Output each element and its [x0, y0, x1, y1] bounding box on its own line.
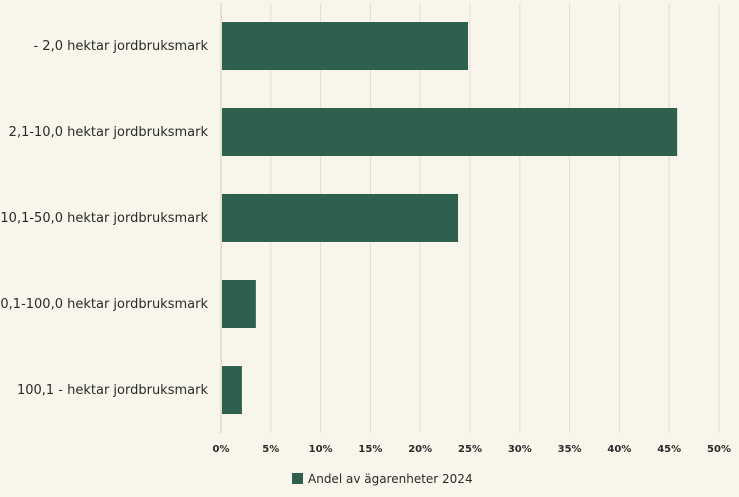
legend: Andel av ägarenheter 2024	[292, 472, 473, 486]
category-labels: - 2,0 hektar jordbruksmark 2,1-10,0 hekta…	[0, 39, 208, 398]
category-label: - 2,0 hektar jordbruksmark	[33, 39, 208, 54]
legend-swatch	[292, 473, 303, 484]
bar	[222, 108, 678, 156]
x-tick-label: 5%	[262, 444, 279, 455]
x-tick-label: 45%	[657, 444, 681, 455]
x-tick-label: 25%	[458, 444, 482, 455]
category-label: 100,1 - hektar jordbruksmark	[17, 383, 209, 398]
x-tick-label: 30%	[508, 444, 532, 455]
x-tick-label: 15%	[358, 444, 382, 455]
category-label: 2,1-10,0 hektar jordbruksmark	[9, 125, 209, 140]
bar	[222, 366, 242, 414]
bar	[222, 22, 469, 70]
x-tick-label: 20%	[408, 444, 432, 455]
x-tick-label: 10%	[309, 444, 333, 455]
x-tick-label: 50%	[707, 444, 731, 455]
legend-label: Andel av ägarenheter 2024	[308, 472, 473, 486]
category-label: 10,1-50,0 hektar jordbruksmark	[0, 211, 208, 226]
x-tick-label: 0%	[213, 444, 230, 455]
bar	[222, 194, 459, 242]
x-tick-label: 40%	[607, 444, 631, 455]
x-tick-label: 35%	[558, 444, 582, 455]
bar	[222, 280, 256, 328]
category-label: 50,1-100,0 hektar jordbruksmark	[0, 297, 208, 312]
bars	[222, 22, 678, 414]
x-axis-tick-labels: 0% 5% 10% 15% 20% 25% 30% 35% 40% 45% 50%	[213, 444, 731, 455]
